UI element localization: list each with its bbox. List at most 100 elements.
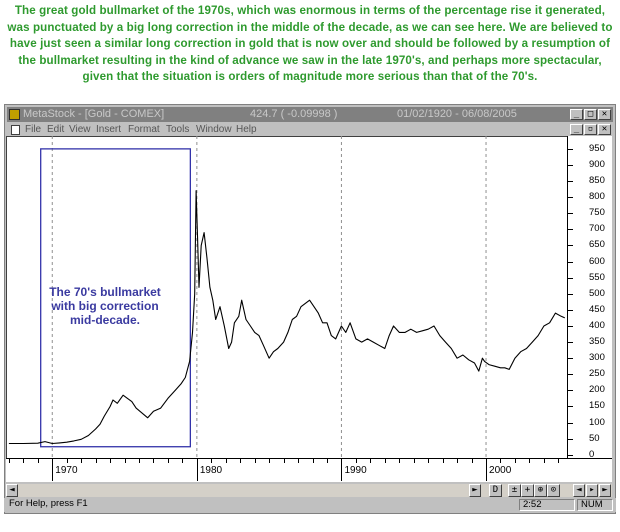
minimize-button[interactable]: _: [570, 109, 583, 120]
price-readout: 424.7 ( -0.09998 ): [250, 108, 338, 120]
x-tick: [269, 459, 271, 463]
x-tick-label: 1980: [199, 465, 223, 476]
y-tick-label: 500: [589, 287, 605, 299]
scroll-left-button[interactable]: ◄: [6, 484, 18, 497]
x-tick: [182, 459, 184, 463]
x-axis: 1970 1980 1990 2000: [6, 458, 612, 482]
y-tick: [568, 406, 573, 408]
y-tick: [568, 261, 573, 263]
x-tick: [514, 459, 516, 463]
x-tick: [413, 459, 415, 463]
x-tick: [8, 459, 10, 463]
x-tick: [254, 459, 256, 463]
y-tick: [568, 245, 573, 247]
nav-mid-button[interactable]: ▸: [586, 484, 598, 497]
close-button[interactable]: ✕: [598, 109, 611, 120]
x-tick: [196, 459, 198, 481]
y-tick: [568, 325, 573, 327]
x-tick: [81, 459, 83, 463]
y-tick-label: 450: [589, 303, 605, 315]
x-tick-label: 2000: [489, 465, 512, 476]
y-tick: [568, 181, 573, 183]
menu-file[interactable]: File: [25, 124, 42, 135]
menu-tools[interactable]: Tools: [166, 124, 190, 135]
menu-help[interactable]: Help: [236, 124, 257, 135]
y-tick: [568, 390, 573, 392]
x-tick: [298, 459, 300, 463]
y-tick: [568, 374, 573, 376]
y-tick-label: 100: [589, 416, 605, 428]
y-tick-label: 600: [589, 255, 605, 267]
y-tick-label: 200: [589, 384, 605, 396]
status-time: 2:52: [519, 499, 575, 511]
zoom-in-icon[interactable]: ⊕: [534, 484, 547, 497]
nav-right-button[interactable]: ►: [599, 484, 611, 497]
menu-view[interactable]: View: [69, 124, 91, 135]
status-num: NUM: [577, 499, 613, 511]
x-tick: [110, 459, 112, 463]
y-axis: 0 50 100 150 200 250 300 350 400 450 500 550 600 650 7…: [567, 136, 612, 460]
x-tick-label: 1970: [55, 465, 78, 476]
x-tick: [558, 459, 560, 463]
annotation-box: [40, 148, 191, 448]
menu-window[interactable]: Window: [196, 124, 232, 135]
y-tick: [568, 213, 573, 215]
x-tick: [37, 459, 39, 463]
y-tick-label: 50: [589, 432, 600, 444]
y-tick: [568, 148, 573, 150]
d-button[interactable]: D: [489, 484, 502, 497]
x-tick: [95, 459, 97, 463]
x-tick: [66, 459, 68, 463]
menu-bar: File Edit View Insert Format Tools Windo…: [7, 123, 613, 137]
menu-format[interactable]: Format: [128, 124, 160, 135]
y-tick-label: 400: [589, 319, 605, 331]
y-tick-label: 950: [589, 142, 605, 154]
nav-left-button[interactable]: ◄: [573, 484, 585, 497]
chart-plot-area[interactable]: [6, 136, 567, 458]
y-tick-label: 850: [589, 175, 605, 187]
x-tick: [124, 459, 126, 463]
x-tick: [341, 459, 343, 481]
x-tick: [399, 459, 401, 463]
x-tick: [471, 459, 473, 463]
restore-button[interactable]: □: [584, 109, 597, 120]
horizontal-scrollbar[interactable]: ◄ ► D ± + ⊕ ⊙ ◄ ▸ ►: [6, 484, 612, 497]
menu-insert[interactable]: Insert: [96, 124, 122, 135]
x-tick: [225, 459, 227, 463]
doc-minimize-button[interactable]: _: [570, 124, 583, 135]
y-tick: [568, 197, 573, 199]
zoom-button-2[interactable]: +: [521, 484, 534, 497]
window-title: MetaStock - [Gold - COMEX]: [23, 108, 165, 120]
zoom-button-1[interactable]: ±: [508, 484, 521, 497]
x-tick: [211, 459, 213, 463]
x-tick: [23, 459, 25, 463]
y-tick-label: 0: [589, 448, 595, 460]
x-tick: [240, 459, 242, 463]
y-tick: [568, 164, 573, 166]
scroll-right-button[interactable]: ►: [469, 484, 481, 497]
y-tick-label: 300: [589, 352, 605, 364]
x-tick: [442, 459, 444, 463]
x-tick: [326, 459, 328, 463]
doc-close-button[interactable]: ✕: [598, 124, 611, 135]
x-tick: [312, 459, 314, 463]
zoom-out-icon[interactable]: ⊙: [547, 484, 560, 497]
y-tick: [568, 358, 573, 360]
x-tick: [500, 459, 502, 463]
x-tick: [370, 459, 372, 463]
y-tick: [568, 342, 573, 344]
y-tick-label: 700: [589, 223, 605, 235]
document-icon[interactable]: [11, 125, 20, 135]
app-icon[interactable]: [9, 109, 20, 120]
doc-restore-button[interactable]: ▫: [584, 124, 597, 135]
menu-edit[interactable]: Edit: [47, 124, 65, 135]
y-tick-label: 150: [589, 400, 605, 412]
status-help-text: For Help, press F1: [9, 498, 88, 509]
price-line: [8, 190, 566, 445]
title-bar[interactable]: MetaStock - [Gold - COMEX] 424.7 ( -0.09…: [7, 107, 613, 122]
y-tick-label: 250: [589, 368, 605, 380]
gold-price-chart: [8, 136, 566, 458]
x-tick: [384, 459, 386, 463]
x-tick: [428, 459, 430, 463]
x-tick-label: 1990: [344, 465, 367, 476]
